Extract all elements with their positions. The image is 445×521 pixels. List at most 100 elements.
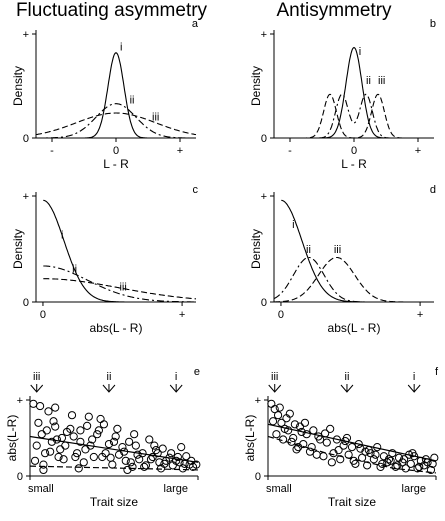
panel-f-data-point: [270, 405, 279, 414]
panel-e-data-point: [34, 418, 43, 427]
panel-b-x-tick-label-1: 0: [351, 145, 357, 157]
panel-f-data-point: [415, 462, 424, 471]
panel-e-data-point: [93, 430, 102, 439]
panel-f-arrow-head-iii: [268, 384, 282, 393]
panel-e-y-tick-label-0: 0: [17, 471, 23, 483]
panel-a-series-ii: [36, 103, 196, 139]
panel-e-data-point: [125, 437, 134, 446]
panel-e-data-point: [104, 439, 114, 449]
panel-e-data-point: [130, 430, 139, 439]
panel-e-data-point: [126, 458, 135, 467]
panel-f-x-tick-label-1: large: [402, 483, 426, 495]
panel-f-data-point: [307, 443, 316, 452]
panel-c-series-iii: [43, 278, 196, 300]
panel-e-data-point: [180, 459, 189, 468]
panel-d-series-i: [281, 199, 434, 303]
panel-e-data-point: [192, 460, 201, 469]
panel-d-y-tick-label-0: 0: [261, 297, 267, 309]
panel-f-data-point: [406, 459, 415, 468]
panel-f-data-point: [285, 409, 294, 418]
panel-f-data-point: [430, 453, 439, 462]
panel-e-fit-line-mean: [29, 435, 199, 463]
panel-d-x-tick-label-0: 0: [278, 309, 284, 321]
panel-e-arrow-label-ii: ii: [107, 371, 112, 383]
panel-e-data-point: [111, 432, 120, 441]
panel-d-curve-label-ii: ii: [306, 244, 311, 256]
panel-f-data-point: [408, 449, 417, 458]
panel-e-data-point: [133, 450, 142, 459]
panel-f-arrow-head-i: [407, 384, 421, 393]
title-fluctuating-asymmetry: Fluctuating asymmetry: [15, 0, 208, 21]
panel-d-x-axis-label: abs(L - R): [328, 321, 381, 335]
panel-f-data-point: [322, 438, 331, 447]
panel-d-y-tick-label-1: +: [261, 191, 267, 203]
panel-a-curve-label-iii: iii: [152, 111, 159, 123]
panel-f-data-point: [347, 443, 357, 452]
panel-f-data-point: [339, 441, 348, 450]
panel-b-y-tick-label-0: 0: [261, 133, 267, 145]
panel-e-fit-line-lower: [29, 465, 199, 471]
panel-e-letter: e: [194, 366, 200, 378]
panel-f-data-point: [305, 447, 315, 456]
panel-e-data-point: [175, 458, 184, 467]
panel-d-x-tick-label-1: +: [417, 309, 423, 321]
panel-f-data-point: [369, 455, 378, 464]
panel-e-data-point: [66, 424, 75, 433]
panel-e-data-point: [41, 449, 50, 458]
panel-a-letter: a: [192, 18, 199, 30]
panel-e-data-point: [101, 449, 110, 458]
panel-e-data-point: [106, 453, 115, 462]
panel-f-data-point: [399, 455, 409, 464]
panel-d-y-axis-label: Density: [249, 229, 263, 269]
panel-a-series-i: [36, 52, 196, 139]
panel-f-data-point: [378, 459, 387, 468]
panel-a-x-tick-label-2: +: [177, 145, 183, 157]
panel-f-data-point: [309, 426, 318, 435]
panel-a-curve-label-ii: ii: [130, 95, 135, 107]
panel-f-data-point: [327, 458, 336, 467]
panel-f-arrow-head-ii: [340, 384, 354, 393]
panel-a-y-axis-label: Density: [11, 66, 25, 106]
panel-b-curve-label-ii: ii: [366, 75, 371, 87]
panel-f-y-tick-label-1: +: [255, 395, 261, 407]
panel-f-data-point: [275, 403, 284, 412]
panel-e-data-point: [131, 441, 140, 450]
panel-e-data-point: [44, 407, 53, 416]
panel-e-arrow-head-i: [169, 384, 183, 393]
panel-d-series-iii: [274, 256, 434, 303]
panel-f-data-point: [319, 452, 328, 461]
panel-e-data-point: [47, 437, 56, 446]
panel-f-x-axis-label: Trait size: [328, 495, 377, 509]
panel-f-data-point: [290, 420, 299, 429]
panel-f-data-point: [334, 446, 343, 455]
panel-f-data-point: [267, 399, 276, 408]
panel-e-data-point: [182, 452, 191, 461]
panel-f-data-point: [393, 461, 402, 470]
panel-e-x-tick-label-0: small: [28, 483, 54, 495]
panel-e-data-point: [39, 460, 48, 469]
panel-f-data-point: [384, 455, 394, 464]
panel-b-x-tick-label-0: -: [288, 145, 292, 157]
panel-e-data-point: [88, 435, 97, 444]
panel-e-data-point: [61, 441, 70, 450]
panel-d-curve-label-i: i: [292, 219, 294, 231]
panel-e-data-point: [39, 465, 48, 475]
panel-f-arrow-label-ii: ii: [345, 371, 350, 383]
panel-a-x-tick-label-1: 0: [113, 145, 119, 157]
panel-f-data-point: [273, 411, 283, 420]
panel-f-data-point: [289, 433, 298, 443]
panel-e-data-point: [109, 437, 119, 446]
panel-f-y-tick-label-0: 0: [255, 471, 261, 483]
panel-b-y-tick-label-1: +: [261, 29, 267, 41]
panel-e-data-point: [99, 420, 109, 429]
panel-c-y-tick-label-1: +: [23, 191, 29, 203]
panel-c-y-tick-label-0: 0: [23, 297, 29, 309]
panel-e-data-point: [51, 403, 60, 412]
panel-f-data-point: [401, 464, 410, 473]
panel-e-data-point: [56, 445, 65, 454]
panel-c-y-axis-label: Density: [11, 229, 25, 269]
panel-a-curve-label-i: i: [120, 42, 122, 54]
panel-e-data-point: [167, 449, 176, 458]
panel-b-curve-label-i: i: [359, 46, 361, 58]
panel-a-y-tick-label-0: 0: [23, 133, 29, 145]
